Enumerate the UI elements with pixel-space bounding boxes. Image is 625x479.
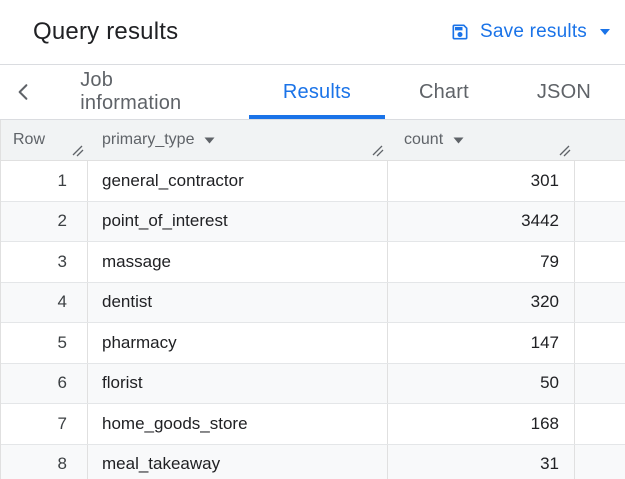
table-row: 2 point_of_interest 3442 — [1, 201, 625, 242]
cell-primary-type: florist — [88, 363, 388, 403]
cell-primary-type: dentist — [88, 282, 388, 322]
results-table: Row primary_type count 1 gen — [0, 120, 625, 479]
caret-down-icon — [599, 28, 611, 36]
cell-spacer — [575, 202, 625, 242]
cell-count: 168 — [388, 404, 575, 444]
tab-label: JSON — [536, 80, 591, 103]
cell-primary-type: general_contractor — [88, 161, 388, 201]
cell-spacer — [575, 364, 625, 404]
results-tab-bar: Job information Results Chart JSON — [0, 65, 625, 120]
cell-spacer — [575, 445, 625, 479]
cell-spacer — [575, 242, 625, 282]
row-number: 3 — [1, 242, 88, 282]
cell-primary-type: point_of_interest — [88, 201, 388, 241]
table-row: 4 dentist 320 — [1, 282, 625, 323]
table-header-row: Row primary_type count — [1, 120, 625, 161]
row-number: 5 — [1, 323, 88, 363]
tab-label: Chart — [418, 80, 469, 103]
table-row: 1 general_contractor 301 — [1, 161, 625, 202]
row-number: 1 — [1, 161, 88, 201]
table-row: 5 pharmacy 147 — [1, 323, 625, 364]
cell-count: 320 — [388, 282, 575, 322]
tab-label: Results — [282, 80, 351, 103]
tab-json[interactable]: JSON — [503, 65, 625, 119]
cell-spacer — [575, 283, 625, 323]
cell-primary-type: meal_takeaway — [88, 444, 388, 479]
sort-caret-icon[interactable] — [453, 137, 464, 144]
save-results-label: Save results — [480, 21, 587, 42]
cell-count: 31 — [388, 444, 575, 479]
table-row: 6 florist 50 — [1, 363, 625, 404]
save-results-button[interactable]: Save results — [450, 21, 611, 43]
column-header-label: Row — [13, 131, 46, 148]
cell-count: 79 — [388, 242, 575, 282]
column-header-row[interactable]: Row — [1, 120, 88, 160]
cell-primary-type: pharmacy — [88, 323, 388, 363]
cell-spacer — [575, 323, 625, 363]
column-header-label: primary_type — [102, 131, 195, 148]
row-number: 2 — [1, 201, 88, 241]
column-header-primary-type[interactable]: primary_type — [88, 120, 388, 160]
tab-label: Job information — [80, 69, 182, 114]
row-number: 8 — [1, 444, 88, 479]
cell-primary-type: massage — [88, 242, 388, 282]
tab-job-information[interactable]: Job information — [46, 65, 249, 119]
cell-count: 50 — [388, 363, 575, 403]
column-header-label: count — [404, 131, 444, 148]
cell-count: 301 — [388, 161, 575, 201]
table-row: 7 home_goods_store 168 — [1, 404, 625, 445]
save-icon — [450, 22, 470, 42]
column-header-count[interactable]: count — [388, 120, 575, 160]
cell-count: 3442 — [388, 201, 575, 241]
row-number: 4 — [1, 282, 88, 322]
cell-spacer — [575, 161, 625, 201]
row-number: 7 — [1, 404, 88, 444]
tab-chart[interactable]: Chart — [385, 65, 503, 119]
results-header: Query results Save results — [0, 0, 625, 65]
column-header-spacer — [575, 120, 625, 160]
cell-spacer — [575, 404, 625, 444]
column-resize-handle[interactable] — [71, 144, 84, 157]
table-row: 8 meal_takeaway 31 — [1, 444, 625, 479]
table-row: 3 massage 79 — [1, 242, 625, 283]
chevron-left-icon[interactable] — [0, 65, 46, 119]
page-title: Query results — [33, 18, 179, 45]
sort-caret-icon[interactable] — [204, 137, 215, 144]
cell-primary-type: home_goods_store — [88, 404, 388, 444]
column-resize-handle[interactable] — [371, 144, 384, 157]
column-resize-handle[interactable] — [558, 144, 571, 157]
cell-count: 147 — [388, 323, 575, 363]
row-number: 6 — [1, 363, 88, 403]
tab-results[interactable]: Results — [248, 65, 386, 119]
